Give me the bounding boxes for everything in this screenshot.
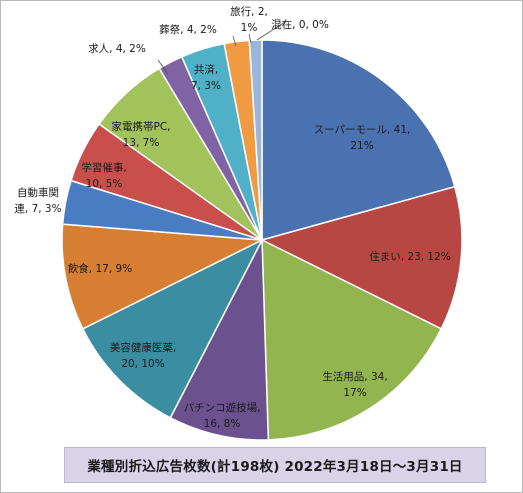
leader-line [232, 35, 237, 47]
pie-slice [61, 223, 265, 330]
pie-slice [261, 39, 456, 241]
data-label: 共済, 7, 3% [191, 63, 221, 92]
leader-line [157, 59, 169, 75]
data-label: 飲食, 17, 9% [68, 262, 132, 275]
pie-slice [261, 238, 443, 441]
data-label: 混在, 0, 0% [271, 19, 329, 31]
leader-line [248, 33, 252, 44]
data-label: 求人, 4, 2% [88, 43, 146, 55]
data-label: 葬祭, 4, 2% [159, 24, 217, 36]
data-label: スーパーモール, 41, 21% [314, 124, 411, 152]
data-label: 美容健康医薬, 20, 10% [110, 341, 176, 370]
data-label: 旅行, 2, 1% [230, 5, 268, 34]
data-label: 家電携帯PC, 13, 7% [111, 120, 170, 149]
pie-slice [169, 237, 270, 441]
data-label: 学習催事, 10, 5% [81, 161, 126, 190]
data-label: 住まい, 23, 12% [369, 250, 451, 263]
pie-slice [259, 185, 463, 330]
pie-slice [81, 238, 264, 419]
data-label: パチンコ遊技場, 16, 8% [184, 401, 261, 430]
pie-slice [248, 39, 263, 241]
leader-line [256, 21, 286, 41]
data-label: 自動車関連, 7, 3% [14, 186, 61, 215]
data-label: 生活用品, 34, 17% [322, 370, 387, 399]
chart-title: 業種別折込広告枚数(計198枚) 2022年3月18日～3月31日 [64, 447, 486, 483]
